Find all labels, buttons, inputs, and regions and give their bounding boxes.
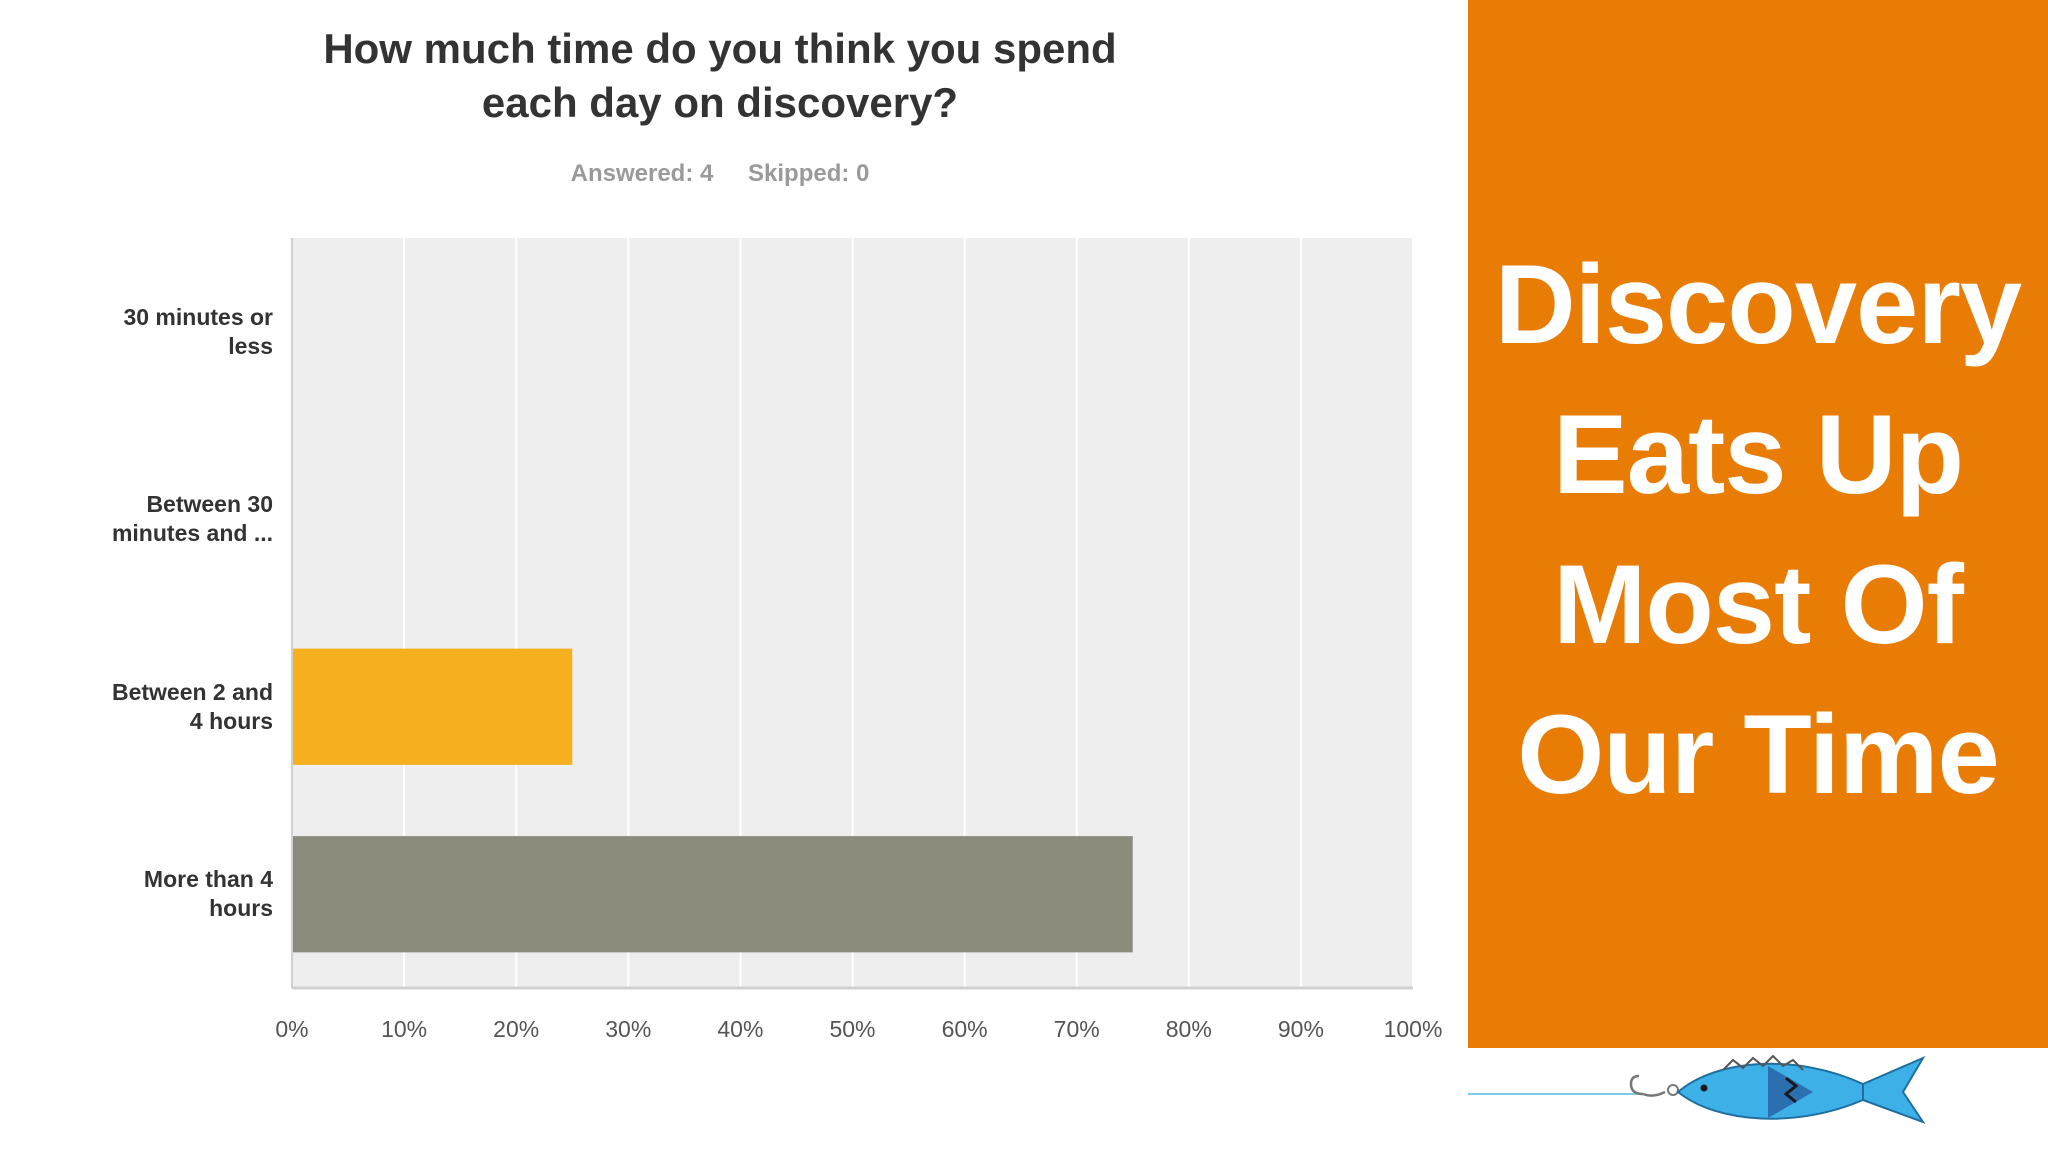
bar-chart — [291, 238, 1414, 990]
headline-line-3: Most Of — [1553, 542, 1964, 667]
headline-line-1: Discovery — [1494, 242, 2022, 367]
fish-on-hook-icon — [1468, 1054, 1926, 1124]
x-tick-label: 90% — [1277, 1016, 1324, 1042]
bar — [292, 836, 1133, 953]
category-label: Between 30 minutes and ... — [111, 491, 273, 547]
category-label: More than 4 hours — [143, 866, 273, 922]
x-tick-label: 40% — [717, 1016, 764, 1042]
headline-line-4: Our Time — [1517, 692, 2000, 817]
chart-title-line-2: each day on discovery? — [481, 79, 959, 126]
chart-title-line-1: How much time do you think you spend — [323, 25, 1117, 72]
x-tick-label: 0% — [275, 1016, 309, 1042]
x-tick-label: 30% — [605, 1016, 652, 1042]
headline-line-2: Eats Up — [1553, 392, 1964, 517]
x-tick-label: 100% — [1383, 1016, 1443, 1042]
x-tick-label: 80% — [1165, 1016, 1212, 1042]
x-tick-label: 50% — [829, 1016, 876, 1042]
answered-count: Answered: 4 — [570, 160, 714, 187]
x-tick-label: 70% — [1053, 1016, 1100, 1042]
category-label: 30 minutes or less — [123, 303, 273, 359]
headline-banner: Discovery Eats Up Most Of Our Time — [1468, 0, 2048, 1048]
headline-text: Discovery Eats Up Most Of Our Time — [1468, 230, 2048, 830]
bar — [292, 648, 573, 765]
response-stats: Answered: 4 Skipped: 0 — [170, 160, 1270, 188]
bars — [292, 648, 1133, 953]
x-tick-label: 60% — [941, 1016, 988, 1042]
x-tick-label: 20% — [493, 1016, 540, 1042]
x-tick-label: 10% — [381, 1016, 428, 1042]
category-label: Between 2 and 4 hours — [111, 678, 273, 734]
chart-title: How much time do you think you spend eac… — [170, 22, 1270, 130]
skipped-count: Skipped: 0 — [748, 160, 870, 187]
